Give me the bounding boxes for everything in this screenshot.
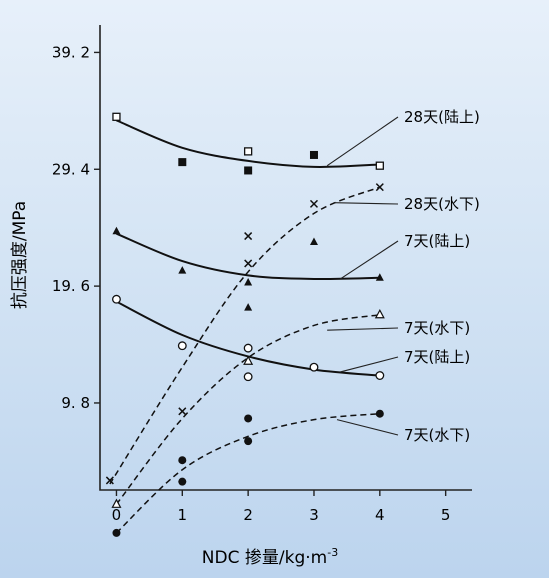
x-marker xyxy=(244,232,253,241)
filled-triangle-marker xyxy=(309,237,318,245)
annotation: 28天(陆上) xyxy=(326,108,480,167)
open-triangle-marker xyxy=(374,308,385,319)
filled-triangle-marker xyxy=(112,226,121,235)
x-axis-title: NDC 掺量/kg·m-3 xyxy=(202,546,338,568)
fit-curves xyxy=(109,119,381,534)
leader-line xyxy=(340,240,399,280)
x-marker xyxy=(244,259,253,268)
filled-triangle-marker xyxy=(178,266,187,274)
annotation-label: 7天(水下) xyxy=(404,426,470,444)
fit-curve xyxy=(116,119,380,168)
filled-circle-marker xyxy=(375,409,384,418)
open-triangle-marker xyxy=(111,498,122,508)
fit-curve xyxy=(109,186,381,485)
leader-line xyxy=(340,356,399,373)
x-tick-label: 1 xyxy=(178,506,188,524)
x-stroke xyxy=(178,407,187,416)
axis-frame xyxy=(99,25,472,491)
y-tick-label: 9. 8 xyxy=(61,394,90,412)
x-tick-label: 2 xyxy=(243,506,253,524)
annotation: 7天(水下) xyxy=(327,319,470,337)
filled-circle-marker xyxy=(244,414,253,423)
annotation-label: 28天(陆上) xyxy=(404,108,480,126)
open-circle-marker xyxy=(243,372,253,382)
filled-square-marker xyxy=(309,150,318,159)
x-marker xyxy=(178,407,187,416)
annotation: 7天(陆上) xyxy=(340,348,470,373)
y-tick-label: 19. 6 xyxy=(52,277,90,295)
x-stroke xyxy=(105,476,114,485)
fit-curve xyxy=(115,313,380,505)
open-circle-marker xyxy=(375,371,385,380)
x-stroke xyxy=(309,199,319,208)
axes: 0 1 2 3 4 5 9. 8 19. 6 29. 4 39. 2 xyxy=(52,25,472,524)
annotation: 7天(水下) xyxy=(336,419,470,444)
annotation-label: 7天(水下) xyxy=(404,319,470,337)
y-axis-title: 抗压强度/MPa xyxy=(10,201,30,309)
filled-circle-marker xyxy=(244,437,253,446)
fit-curve xyxy=(116,232,380,281)
annotation: 7天(陆上) xyxy=(340,232,470,280)
filled-triangle-marker xyxy=(375,273,384,281)
x-stroke xyxy=(244,232,253,241)
leader-line xyxy=(336,419,399,436)
annotation: 28天(水下) xyxy=(333,195,480,213)
x-stroke xyxy=(244,259,253,268)
filled-circle-marker xyxy=(178,456,187,465)
filled-triangle-marker xyxy=(244,278,253,286)
x-tick-label: 5 xyxy=(441,506,451,524)
open-circle-marker xyxy=(177,341,187,351)
filled-circle-marker xyxy=(178,477,187,486)
y-tick-label: 29. 4 xyxy=(52,160,90,178)
leader-line xyxy=(327,327,399,331)
data-markers xyxy=(105,112,385,537)
open-square-marker xyxy=(375,161,384,170)
open-circle-marker xyxy=(243,343,253,353)
leader-line xyxy=(326,116,399,167)
filled-square-marker xyxy=(244,166,253,175)
filled-circle-marker xyxy=(112,528,121,537)
x-tick-label: 3 xyxy=(309,506,319,524)
open-square-marker xyxy=(243,147,253,156)
leader-line xyxy=(333,202,399,205)
open-square-marker xyxy=(112,112,121,121)
y-tick-label: 39. 2 xyxy=(52,43,90,61)
open-triangle-marker xyxy=(243,355,254,365)
x-marker xyxy=(105,476,114,485)
open-circle-marker xyxy=(112,294,121,304)
annotation-label: 28天(水下) xyxy=(404,195,480,213)
annotation-label: 7天(陆上) xyxy=(404,348,470,366)
open-circle-marker xyxy=(309,362,319,372)
x-tick-label: 4 xyxy=(375,506,385,524)
x-marker xyxy=(309,199,319,208)
filled-square-marker xyxy=(178,158,187,167)
x-marker xyxy=(375,183,384,192)
fit-curve xyxy=(115,412,380,534)
filled-triangle-marker xyxy=(244,303,253,311)
annotations: 28天(陆上) 28天(水下) 7天(陆上) 7天(水下) 7天(陆上) 7天(水下) xyxy=(326,108,480,444)
annotation-label: 7天(陆上) xyxy=(404,232,470,250)
x-tick-label: 0 xyxy=(112,506,122,524)
x-stroke xyxy=(375,183,384,192)
